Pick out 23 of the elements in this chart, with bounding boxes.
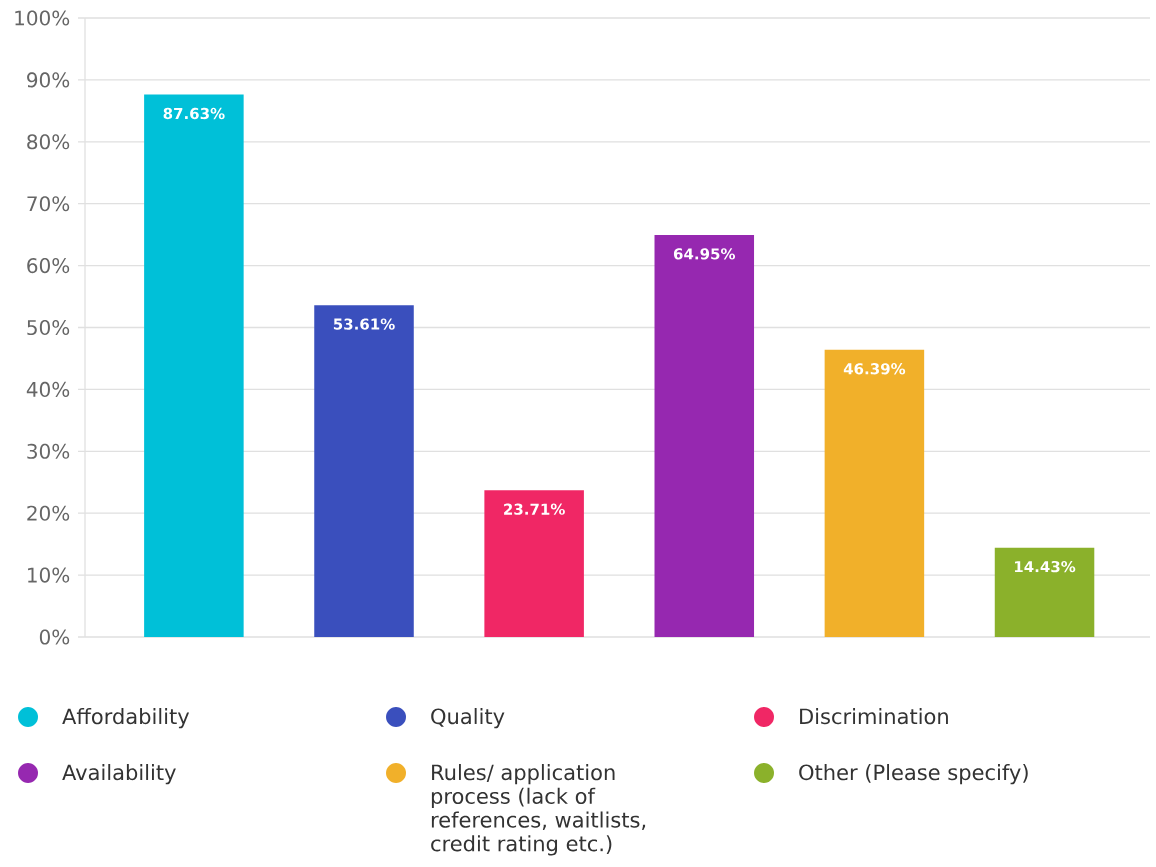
y-tick-label: 0% — [39, 629, 70, 645]
y-tick-label: 90% — [27, 72, 70, 88]
legend-label: Affordability — [62, 708, 190, 729]
y-tick-label: 30% — [27, 443, 70, 459]
legend-label: Rules/ application process (lack of references, waitlists, credit rating etc.) — [431, 764, 646, 856]
y-tick-label: 100% — [15, 10, 70, 26]
y-tick-label: 50% — [27, 319, 70, 336]
y-tick-label: 10% — [28, 567, 70, 583]
y-tick-label: 70% — [27, 196, 70, 212]
data-label: 87.63% — [163, 107, 225, 120]
y-tick-label: 60% — [27, 258, 70, 274]
data-label: 53.61% — [333, 318, 395, 330]
legend-label: Other (Please specify) — [799, 764, 1028, 785]
legend-label: Quality — [431, 708, 505, 729]
data-label: 46.39% — [843, 363, 906, 375]
y-tick-label: 20% — [27, 505, 70, 521]
legend-label: Availability — [62, 764, 176, 785]
y-tick-label: 40% — [26, 381, 70, 397]
data-label: 64.95% — [673, 248, 736, 260]
legend-label: Discrimination — [800, 708, 948, 725]
y-tick-label: 80% — [27, 134, 70, 150]
data-label: 23.71% — [504, 503, 565, 515]
data-label: 14.43% — [1014, 560, 1076, 573]
